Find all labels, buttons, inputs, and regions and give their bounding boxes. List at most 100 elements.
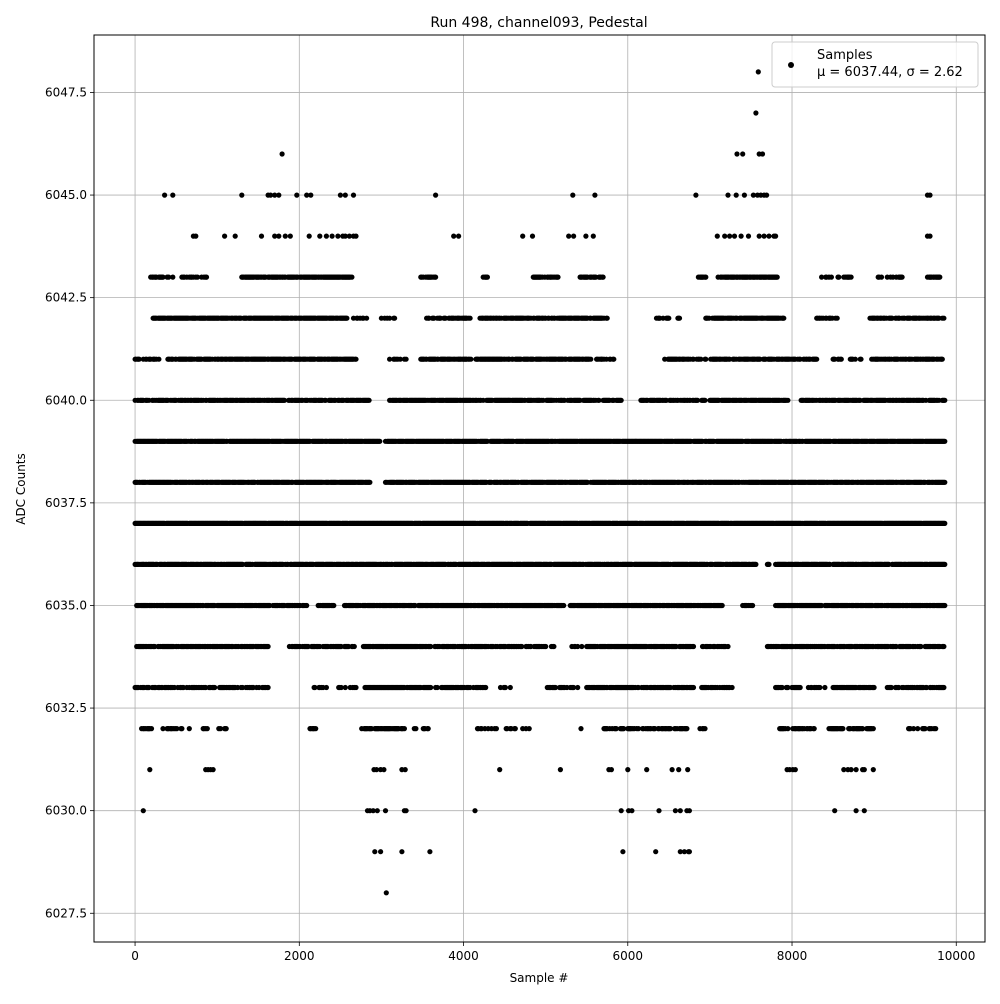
sample-point [187,726,192,731]
sample-point [561,603,566,608]
sample-point [871,726,876,731]
sample-point [147,767,152,772]
sample-point [685,767,690,772]
sample-point [558,767,563,772]
sample-point [750,603,755,608]
sample-point [812,726,817,731]
sample-point [266,685,271,690]
sample-point [384,890,389,895]
sample-point [404,808,409,813]
sample-point [941,685,946,690]
sample-point [331,603,336,608]
sample-point [702,726,707,731]
sample-point [378,849,383,854]
sample-point [915,726,920,731]
sample-point [383,808,388,813]
sample-point [854,808,859,813]
sample-point [527,726,532,731]
sample-point [942,603,947,608]
sample-point [508,685,513,690]
sample-point [730,685,735,690]
sample-point [266,644,271,649]
sample-point [472,808,477,813]
sample-point [149,726,154,731]
sample-point [353,685,358,690]
sample-point [822,685,827,690]
sample-point [753,562,758,567]
sample-point [179,726,184,731]
sample-point [817,685,822,690]
sample-point [854,767,859,772]
sample-point [205,726,210,731]
sample-point [375,808,380,813]
sample-point [872,685,877,690]
sample-point [725,644,730,649]
sample-point [428,685,433,690]
sample-point [620,849,625,854]
sample-point [653,849,658,854]
sample-point [426,726,431,731]
sample-point [942,562,947,567]
sample-point [798,685,803,690]
sample-point [141,808,146,813]
sample-point [367,480,372,485]
sample-point [720,603,725,608]
sample-point [670,767,675,772]
sample-point [687,849,692,854]
sample-point [575,685,580,690]
sample-point [656,808,661,813]
sample-point [766,562,771,567]
sample-point [399,849,404,854]
sample-point [629,808,634,813]
sample-point [785,726,790,731]
sample-point [352,644,357,649]
sample-point [691,685,696,690]
sample-point [497,767,502,772]
sample-point [212,685,217,690]
sample-point [619,808,624,813]
sample-point [372,849,377,854]
sample-point [673,808,678,813]
sample-point [343,685,348,690]
sample-point [413,726,418,731]
sample-point [578,726,583,731]
sample-point [313,726,318,731]
sample-point [871,767,876,772]
sample-point [494,726,499,731]
sample-point [324,685,329,690]
sample-point [793,767,798,772]
sample-point [840,726,845,731]
sample-point [543,644,548,649]
sample-point [942,521,947,526]
sample-point [941,644,946,649]
sample-point [483,685,488,690]
grid-layer [94,35,985,942]
sample-point [676,767,681,772]
sample-point [211,767,216,772]
sample-point [402,726,407,731]
sample-point [933,726,938,731]
sample-point [381,767,386,772]
sample-point [691,644,696,649]
sample-point [551,644,556,649]
sample-point [609,767,614,772]
sample-point [579,644,584,649]
sample-point [687,808,692,813]
points-layer [133,69,948,895]
sample-point [644,767,649,772]
sample-point [513,726,518,731]
sample-point [832,808,837,813]
sample-point [678,808,683,813]
sample-point [862,767,867,772]
sample-point [304,603,309,608]
sample-point [403,767,408,772]
sample-point [503,685,508,690]
sample-point [224,726,229,731]
sample-point [862,808,867,813]
sample-point [684,726,689,731]
sample-point [942,480,947,485]
sample-point [625,767,630,772]
sample-point [849,767,854,772]
